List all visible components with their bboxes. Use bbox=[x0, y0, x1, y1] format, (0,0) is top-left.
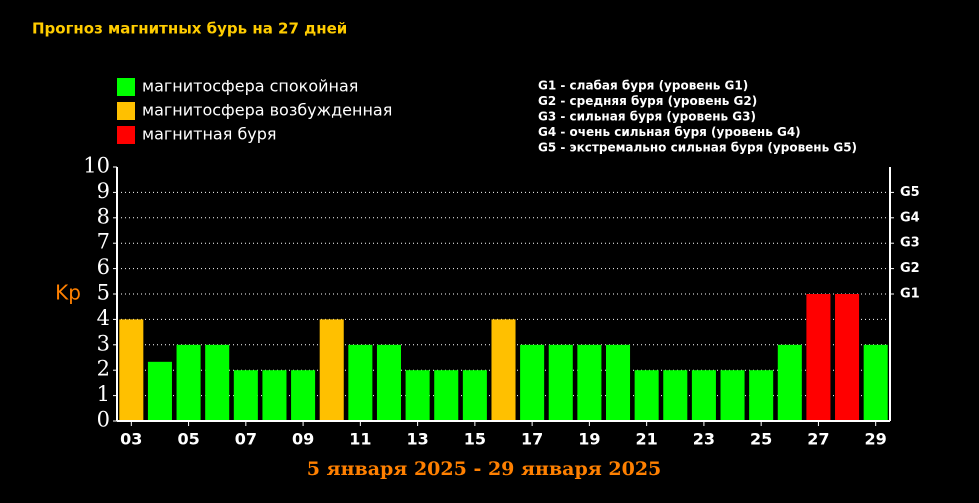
y-tick-label: 4 bbox=[97, 306, 110, 330]
bar bbox=[205, 344, 230, 421]
x-tick-label: 03 bbox=[120, 430, 142, 449]
level-note: G4 - очень сильная буря (уровень G4) bbox=[538, 125, 801, 139]
bar bbox=[691, 370, 716, 421]
x-tick-label: 19 bbox=[578, 430, 600, 449]
x-tick-label: 15 bbox=[464, 430, 486, 449]
x-tick-label: 21 bbox=[636, 430, 658, 449]
legend-swatch bbox=[117, 126, 135, 144]
legend-swatch bbox=[117, 78, 135, 96]
bar bbox=[577, 344, 602, 421]
y-tick-label: 5 bbox=[97, 281, 110, 305]
bar bbox=[462, 370, 487, 421]
y-tick-label: 6 bbox=[97, 255, 110, 279]
y-tick-label: 8 bbox=[97, 204, 110, 228]
x-tick-label: 23 bbox=[693, 430, 715, 449]
bar bbox=[233, 370, 258, 421]
bar bbox=[720, 370, 745, 421]
bar bbox=[262, 370, 287, 421]
y-tick-label: 9 bbox=[97, 179, 110, 203]
x-tick-label: 25 bbox=[750, 430, 772, 449]
bar bbox=[176, 344, 201, 421]
level-note: G3 - сильная буря (уровень G3) bbox=[538, 110, 756, 124]
x-tick-label: 17 bbox=[521, 430, 543, 449]
level-note: G2 - средняя буря (уровень G2) bbox=[538, 94, 757, 108]
x-tick-label: 13 bbox=[406, 430, 428, 449]
bar bbox=[405, 370, 430, 421]
x-tick-label: 11 bbox=[349, 430, 371, 449]
y-tick-label: 2 bbox=[97, 357, 110, 381]
bar bbox=[434, 370, 459, 421]
bar bbox=[520, 344, 545, 421]
bar bbox=[491, 319, 516, 421]
x-tick-label: 27 bbox=[807, 430, 829, 449]
y2-tick-label: G1 bbox=[900, 287, 920, 302]
legend-label: магнитная буря bbox=[142, 125, 277, 144]
bar bbox=[605, 344, 631, 421]
level-note: G1 - слабая буря (уровень G1) bbox=[538, 79, 748, 93]
x-tick-label: 05 bbox=[177, 430, 199, 449]
y-axis-label: Kp bbox=[55, 281, 81, 305]
y-tick-label: 0 bbox=[97, 408, 110, 432]
y-tick-label: 1 bbox=[97, 382, 110, 406]
level-note: G5 - экстремально сильная буря (уровень … bbox=[538, 141, 857, 155]
chart-subtitle: 5 января 2025 - 29 января 2025 bbox=[307, 458, 662, 480]
y2-tick-label: G3 bbox=[900, 236, 920, 251]
bar bbox=[291, 370, 316, 421]
bar bbox=[835, 294, 860, 421]
legend-swatch bbox=[117, 102, 135, 120]
legend-label: магнитосфера спокойная bbox=[142, 77, 358, 96]
y2-tick-label: G4 bbox=[900, 210, 920, 225]
y-tick-label: 3 bbox=[97, 331, 110, 355]
y-tick-label: 10 bbox=[83, 154, 110, 178]
legend-label: магнитосфера возбужденная bbox=[142, 101, 392, 120]
bar bbox=[634, 370, 659, 421]
y2-tick-label: G2 bbox=[900, 261, 920, 276]
x-tick-label: 29 bbox=[865, 430, 887, 449]
x-tick-label: 09 bbox=[292, 430, 314, 449]
bar bbox=[749, 370, 774, 421]
bar bbox=[348, 344, 373, 421]
bar bbox=[777, 344, 802, 421]
bar bbox=[119, 319, 144, 421]
bar bbox=[863, 344, 888, 421]
chart-title: Прогноз магнитных бурь на 27 дней bbox=[32, 20, 347, 38]
x-tick-label: 07 bbox=[235, 430, 257, 449]
bar bbox=[663, 370, 688, 421]
y2-tick-label: G5 bbox=[900, 185, 920, 200]
bar bbox=[806, 294, 831, 421]
bar bbox=[376, 344, 402, 421]
bar bbox=[319, 319, 344, 421]
bar bbox=[147, 361, 172, 421]
bar bbox=[548, 344, 573, 421]
y-tick-label: 7 bbox=[97, 230, 110, 254]
